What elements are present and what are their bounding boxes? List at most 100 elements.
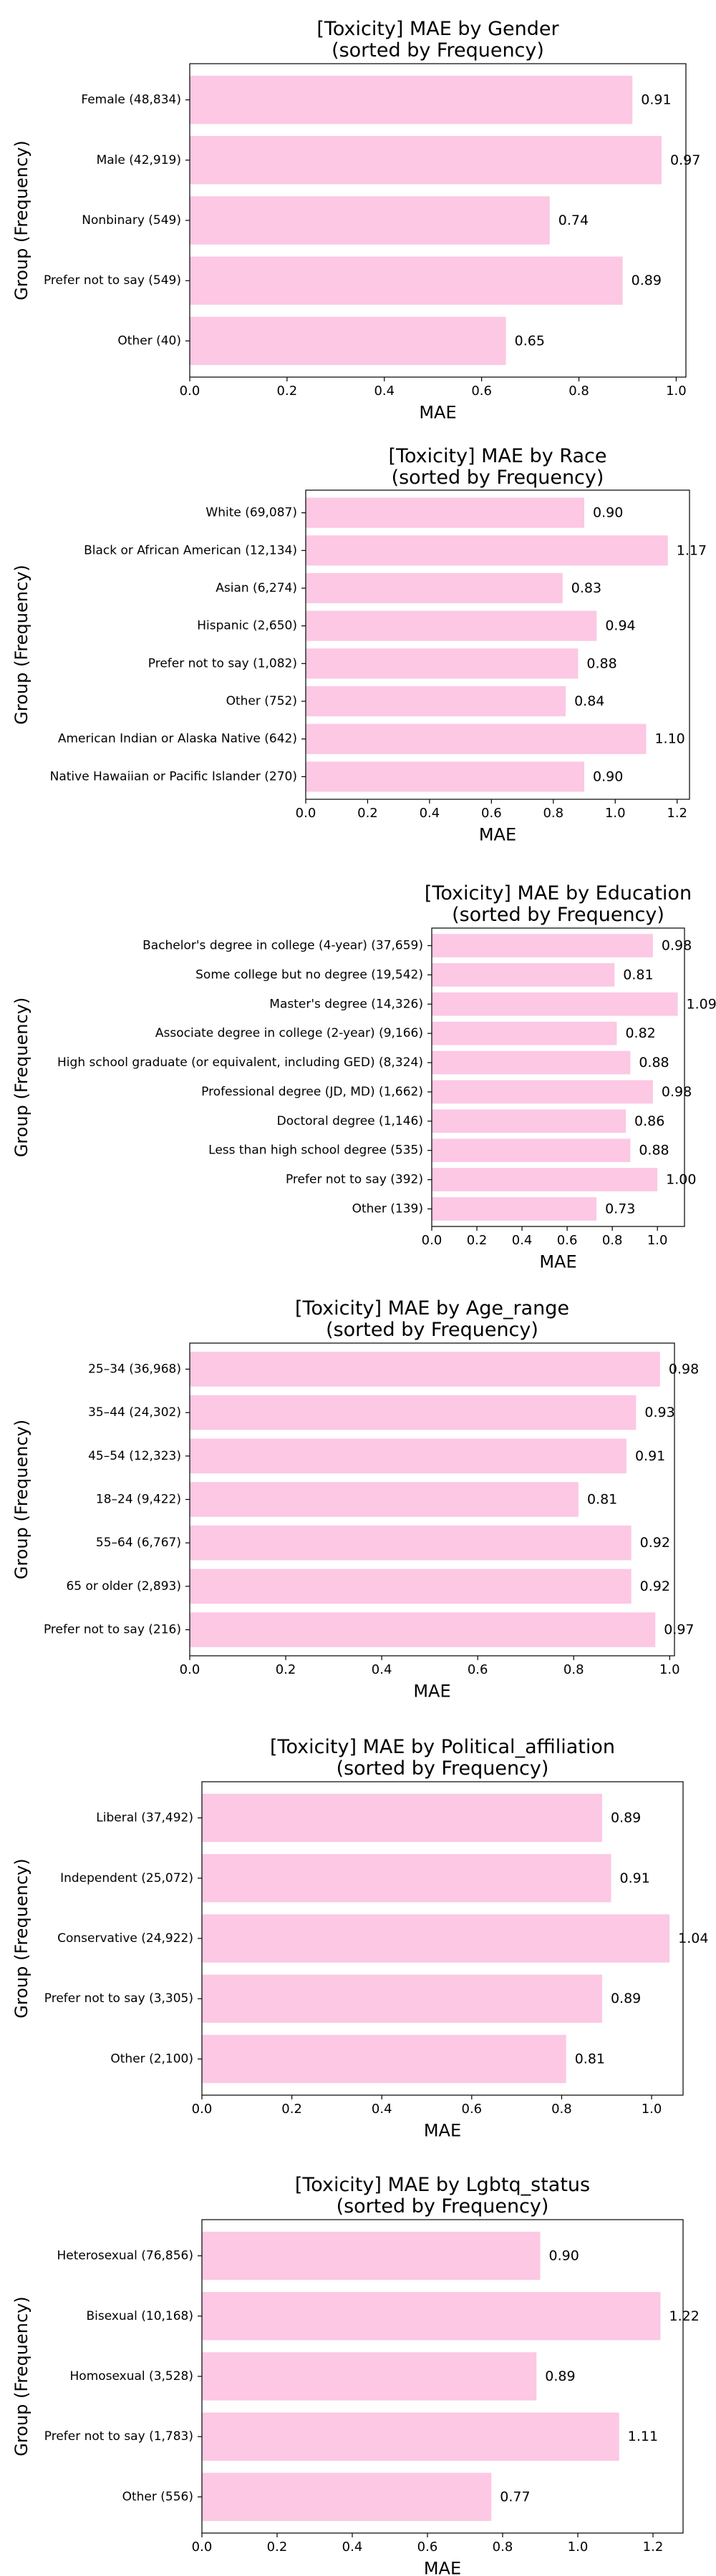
bar — [202, 2231, 541, 2280]
plot-frame — [201, 2219, 684, 2534]
y-tick-label: Prefer not to say (3,305) — [44, 1991, 193, 2006]
bar — [190, 1612, 656, 1647]
y-tick-label: Prefer not to say (216) — [44, 1623, 181, 1637]
y-tick-label: Professional degree (JD, MD) (1,662) — [201, 1085, 423, 1099]
chart-panel-2: [Toxicity] MAE by Race(sorted by Frequen… — [11, 445, 707, 844]
x-tick-label: 1.0 — [568, 2540, 589, 2555]
bar-value-label: 0.90 — [593, 505, 623, 521]
plot-frame — [189, 1342, 675, 1657]
bar-value-label: 1.00 — [666, 1172, 696, 1188]
bar — [190, 1482, 579, 1517]
y-tick-label: Conservative (24,922) — [57, 1931, 193, 1946]
y-tick-label: Hispanic (2,650) — [197, 619, 297, 633]
x-axis-label: MAE — [424, 2121, 461, 2141]
bar-value-label: 1.11 — [628, 2429, 658, 2444]
chart-subtitle: (sorted by Frequency) — [326, 1319, 538, 1341]
chart-panel-5: [Toxicity] MAE by Political_affiliation(… — [11, 1736, 708, 2140]
y-tick-label: Some college but no degree (19,542) — [195, 967, 423, 982]
y-tick-label: Other (752) — [226, 694, 297, 708]
bar-value-label: 1.17 — [677, 542, 707, 558]
bar — [190, 1395, 637, 1430]
y-axis-label: Group (Frequency) — [11, 997, 32, 1157]
chart-panel-6: [Toxicity] MAE by Lgbtq_status(sorted by… — [11, 2174, 700, 2576]
y-tick-label: Bisexual (10,168) — [86, 2309, 193, 2323]
bar-value-label: 0.89 — [611, 1810, 641, 1826]
bar — [190, 256, 623, 305]
x-tick-label: 1.0 — [659, 1662, 680, 1677]
x-tick-label: 0.2 — [276, 1662, 296, 1677]
bar-value-label: 0.92 — [640, 1535, 670, 1551]
y-axis-label: Group (Frequency) — [11, 565, 32, 724]
y-tick-label: Prefer not to say (392) — [286, 1173, 423, 1187]
x-tick-label: 0.6 — [462, 2102, 483, 2117]
x-tick-label: 0.4 — [342, 2540, 363, 2555]
plot-frame — [305, 489, 690, 800]
y-tick-label: Independent (25,072) — [60, 1871, 193, 1885]
y-tick-label: Female (48,834) — [81, 93, 181, 107]
chart-panel-3: [Toxicity] MAE by Education(sorted by Fr… — [11, 882, 716, 1272]
x-axis-label: MAE — [424, 2559, 461, 2576]
bar-value-label: 0.91 — [635, 1448, 665, 1464]
bar — [202, 1854, 611, 1903]
x-tick-label: 1.0 — [605, 806, 626, 821]
bar — [306, 761, 585, 792]
x-tick-label: 0.0 — [422, 1233, 442, 1248]
bar-value-label: 0.89 — [545, 2368, 575, 2384]
bar-value-label: 1.09 — [687, 996, 716, 1012]
y-tick-label: Doctoral degree (1,146) — [277, 1114, 423, 1128]
bar-value-label: 0.91 — [641, 92, 671, 108]
bar — [306, 686, 566, 717]
y-tick-label: Liberal (37,492) — [96, 1811, 193, 1825]
y-tick-label: Asian (6,274) — [216, 581, 297, 595]
y-tick-label: High school graduate (or equivalent, inc… — [57, 1055, 423, 1070]
x-tick-label: 0.0 — [296, 806, 316, 821]
y-axis-label: Group (Frequency) — [11, 2296, 32, 2456]
y-tick-label: 55–64 (6,767) — [96, 1536, 181, 1550]
bar — [202, 2292, 661, 2341]
y-tick-label: Prefer not to say (1,082) — [148, 656, 297, 670]
x-tick-label: 1.2 — [667, 806, 687, 821]
x-axis-label: MAE — [539, 1252, 576, 1272]
bar — [190, 75, 633, 125]
y-axis-label: Group (Frequency) — [11, 140, 32, 300]
y-tick-label: Other (556) — [122, 2489, 193, 2504]
chart-title: [Toxicity] MAE by Education — [425, 882, 692, 904]
bar — [202, 2472, 492, 2522]
bar-value-label: 0.88 — [639, 1143, 669, 1158]
bar — [190, 1525, 632, 1561]
chart-title: [Toxicity] MAE by Gender — [316, 18, 559, 40]
chart-title: [Toxicity] MAE by Lgbtq_status — [295, 2174, 590, 2196]
bar — [306, 535, 668, 566]
bar — [306, 723, 647, 754]
x-tick-label: 0.8 — [602, 1233, 623, 1248]
y-axis-label: Group (Frequency) — [11, 1858, 32, 2018]
bar — [190, 136, 662, 185]
bar — [190, 1568, 632, 1604]
bar — [432, 963, 615, 987]
bar — [306, 610, 597, 641]
y-tick-label: American Indian or Alaska Native (642) — [58, 732, 297, 746]
x-tick-label: 1.0 — [666, 384, 687, 399]
bar-value-label: 0.90 — [593, 769, 623, 784]
y-tick-label: Other (139) — [352, 1201, 423, 1216]
bar-value-label: 0.90 — [549, 2248, 579, 2264]
bar-value-label: 0.98 — [662, 938, 692, 954]
bar-value-label: 0.93 — [644, 1405, 674, 1420]
bar — [306, 572, 563, 604]
x-tick-label: 0.6 — [481, 806, 502, 821]
bar — [190, 1438, 626, 1474]
bar-value-label: 1.04 — [678, 1931, 708, 1946]
y-tick-label: Native Hawaiian or Pacific Islander (270… — [50, 769, 297, 784]
bar — [432, 1197, 597, 1221]
y-tick-label: 25–34 (36,968) — [88, 1362, 181, 1376]
bar — [306, 648, 579, 679]
bar — [306, 497, 585, 528]
bar — [202, 1914, 670, 1963]
x-axis-label: MAE — [413, 1682, 450, 1702]
y-tick-label: Black or African American (12,134) — [84, 543, 297, 557]
y-tick-label: Less than high school degree (535) — [208, 1143, 423, 1158]
bar-value-label: 0.86 — [634, 1113, 664, 1129]
bar — [432, 1138, 631, 1163]
bar-value-label: 0.73 — [605, 1201, 635, 1216]
